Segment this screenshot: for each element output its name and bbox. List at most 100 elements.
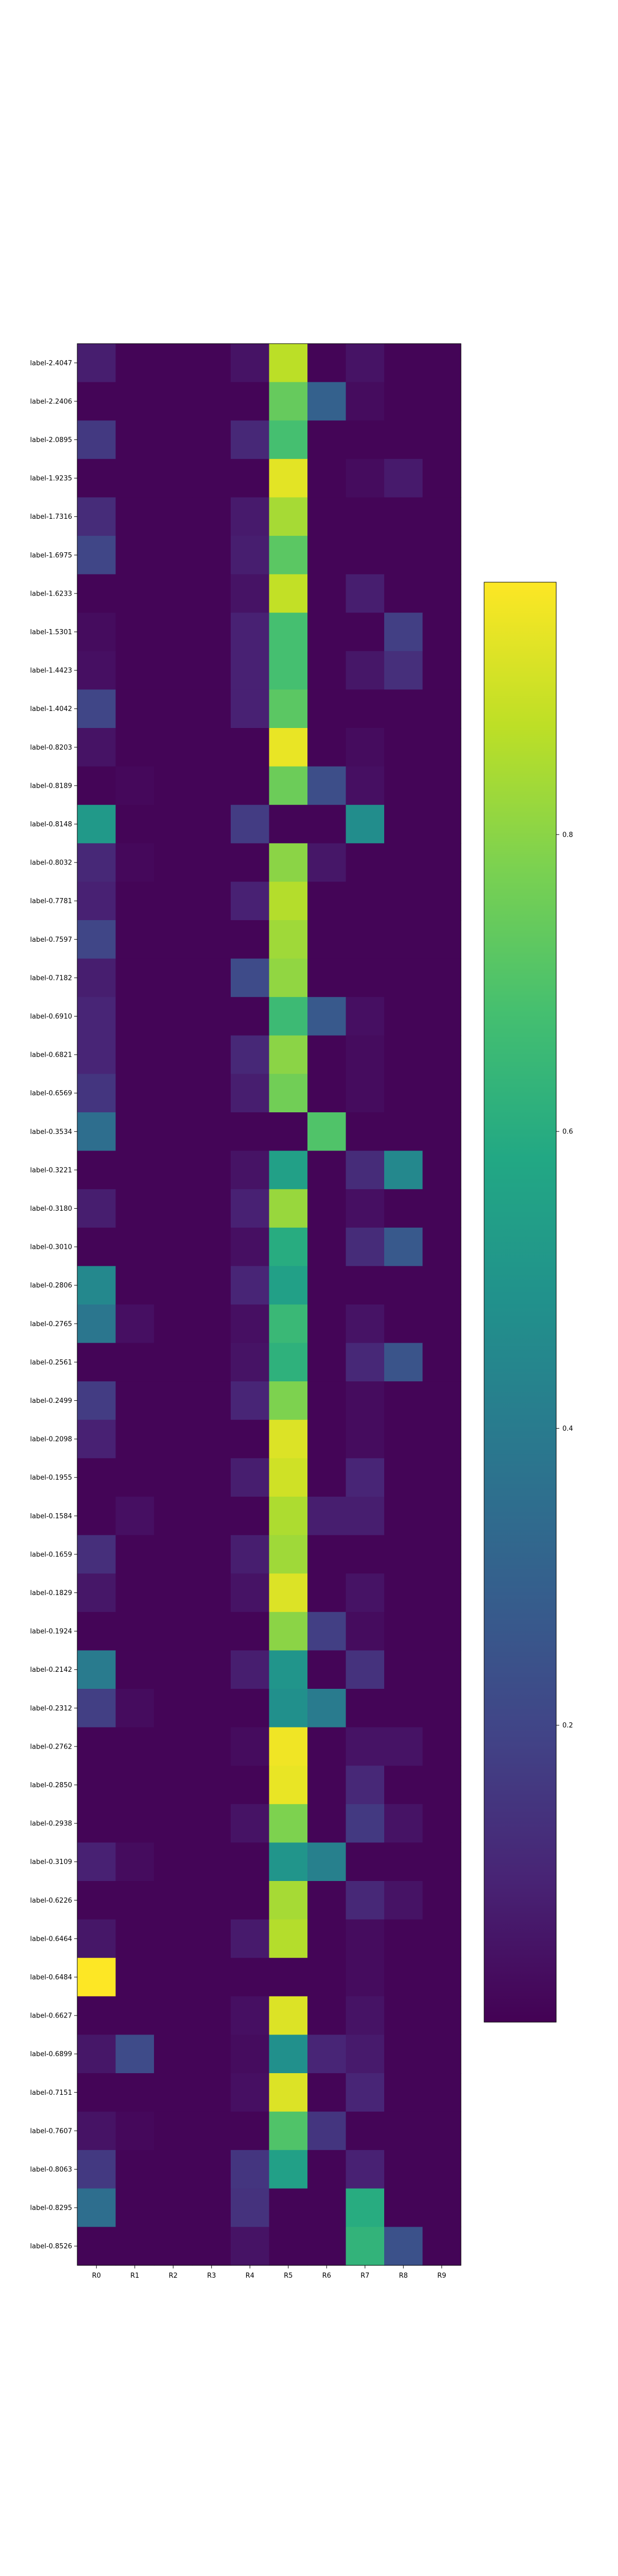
heatmap-cell [154,1150,193,1190]
heatmap-cell [307,420,347,460]
heatmap-cell [269,2150,308,2189]
heatmap-cell [231,689,270,728]
heatmap-cell [231,420,270,460]
heatmap-cell [346,997,385,1036]
heatmap-cell [384,574,423,613]
heatmap-cell [307,1804,347,1843]
heatmap-cell [422,920,461,959]
heatmap-cell [269,1727,308,1766]
heatmap-cell [77,1727,116,1766]
heatmap-cell [231,997,270,1036]
heatmap-cell [192,382,231,421]
heatmap-cell [307,1150,347,1190]
heatmap-cell [422,651,461,690]
heatmap-cell [115,2227,154,2266]
heatmap-cell [154,574,193,613]
heatmap-cell [115,1996,154,2035]
heatmap-cell [346,1881,385,1920]
heatmap-cell [384,1150,423,1190]
heatmap-cell [422,1227,461,1266]
heatmap-cell [422,1189,461,1228]
heatmap-cell [77,1919,116,1958]
heatmap-cell [307,344,347,383]
heatmap-cell [192,1304,231,1344]
y-tick-label: label-0.1584 [30,1513,72,1520]
heatmap-cell [384,1227,423,1266]
y-tick-label: label-0.3010 [30,1244,72,1251]
x-tick-label: R2 [169,2272,178,2280]
heatmap-cell [192,1650,231,1689]
heatmap-cell [231,1842,270,1882]
heatmap-cell [192,459,231,498]
heatmap-cell [269,1842,308,1882]
heatmap-cell [192,1573,231,1613]
heatmap-cell [422,2035,461,2074]
heatmap-cell [422,2188,461,2227]
heatmap-cell [346,1458,385,1497]
heatmap-cell [307,1612,347,1651]
y-tick-label: label-0.8526 [30,2243,72,2250]
plot-frame [77,343,461,2266]
heatmap-cell [154,728,193,767]
heatmap-cell [422,497,461,536]
heatmap-cell [422,1343,461,1382]
heatmap-cell [154,1535,193,1574]
heatmap-cell [231,2188,270,2227]
heatmap-cell [384,1919,423,1958]
heatmap-cell [231,1343,270,1382]
heatmap-cell [115,1227,154,1266]
heatmap-cell [115,766,154,805]
heatmap-cell [231,1766,270,1805]
heatmap-cell [231,1227,270,1266]
heatmap-cell [77,2073,116,2112]
y-tick-label: label-0.2806 [30,1282,72,1290]
heatmap-cell [231,2035,270,2074]
heatmap-cell [154,1304,193,1344]
y-tick-label: label-0.3109 [30,1858,72,1866]
heatmap-cell [422,1266,461,1305]
heatmap-cell [231,1189,270,1228]
heatmap-cell [269,459,308,498]
heatmap-cell [384,1689,423,1728]
heatmap-cell [77,1650,116,1689]
y-axis: label-2.4047 label-2.2406 label-2.0895 labe… [30,360,77,2250]
x-tick-label: R9 [437,2272,446,2280]
heatmap-cell [154,1804,193,1843]
heatmap-cell [269,574,308,613]
colorbar-tick-label: 0.6 [562,1128,573,1136]
heatmap-cell [307,2035,347,2074]
heatmap-cell [77,1958,116,1997]
heatmap-cell [307,1650,347,1689]
heatmap-cell [269,613,308,652]
heatmap-cell [307,2188,347,2227]
y-tick-label: label-0.8203 [30,744,72,752]
heatmap-cell [384,1458,423,1497]
heatmap-cell [384,613,423,652]
colorbar-tick-label: 0.4 [562,1425,573,1433]
y-tick-label: label-0.2850 [30,1782,72,1789]
heatmap-cell [77,536,116,575]
heatmap-cell [231,1381,270,1420]
heatmap-cell [384,651,423,690]
heatmap-cell [346,497,385,536]
heatmap-cell [231,1035,270,1074]
heatmap-cell [384,920,423,959]
heatmap-cell [422,2227,461,2266]
heatmap-cell [346,1074,385,1113]
heatmap-cell [231,805,270,844]
heatmap-cell [154,1919,193,1958]
heatmap-cell [154,1842,193,1882]
heatmap-cell [115,728,154,767]
heatmap-cell [269,920,308,959]
x-tick-label: R7 [360,2272,369,2280]
heatmap-cell [154,1112,193,1151]
heatmap-cell [115,1573,154,1613]
heatmap-cell [269,1535,308,1574]
heatmap-cell [422,1804,461,1843]
heatmap-cell [192,1035,231,1074]
heatmap-cell [154,1689,193,1728]
y-tick-label: label-0.2312 [30,1705,72,1713]
heatmap-cell [192,1996,231,2035]
heatmap-cell [77,958,116,997]
heatmap-cell [154,2111,193,2150]
